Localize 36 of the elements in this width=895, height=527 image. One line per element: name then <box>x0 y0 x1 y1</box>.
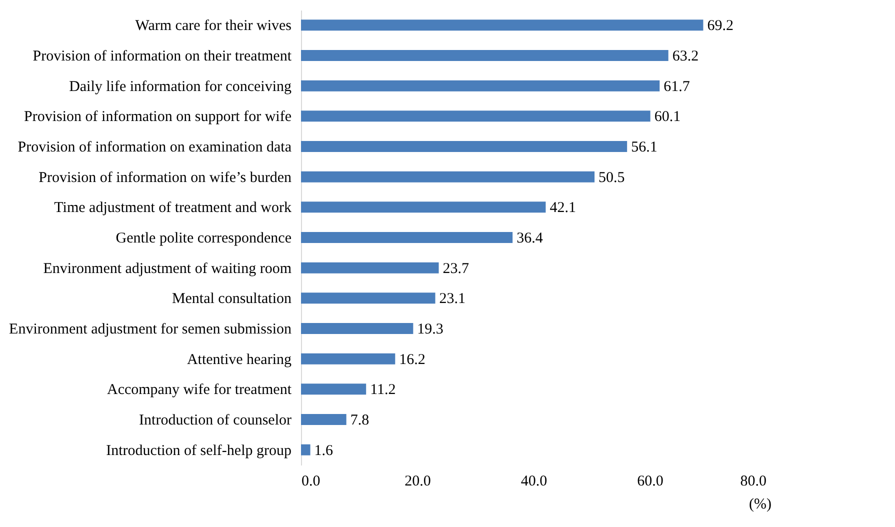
data-label: 16.2 <box>399 352 426 368</box>
data-label: 7.8 <box>350 412 370 428</box>
data-label: 42.1 <box>550 200 576 216</box>
y-tick-label: Provision of information on their treatment <box>32 48 292 64</box>
x-tick-label: 20.0 <box>404 474 431 490</box>
x-tick-label: 80.0 <box>740 474 766 490</box>
y-tick-label: Gentle polite correspondence <box>116 230 292 246</box>
data-label: 61.7 <box>664 78 690 95</box>
data-label: 56.1 <box>631 140 658 156</box>
data-label: 11.2 <box>370 382 396 398</box>
y-tick-label: Environment adjustment for semen submission <box>9 322 292 338</box>
data-label: 63.2 <box>672 48 699 64</box>
y-tick-label: Introduction of self-help group <box>106 442 292 459</box>
y-tick-label: Environment adjustment of waiting room <box>43 260 292 277</box>
data-label: 1.6 <box>314 442 334 459</box>
y-tick-label: Provision of information on examination data <box>18 140 292 156</box>
data-label: 19.3 <box>417 322 444 338</box>
y-tick-label: Mental consultation <box>172 291 292 308</box>
data-label: 23.7 <box>442 260 470 277</box>
y-tick-label: Warm care for their wives <box>135 18 292 34</box>
y-tick-label: Introduction of counselor <box>139 412 292 428</box>
y-tick-label: Provision of information on support for wife <box>24 109 292 126</box>
data-label: 23.1 <box>439 291 466 308</box>
y-tick-label: Attentive hearing <box>186 352 292 368</box>
data-label: 60.1 <box>654 109 681 126</box>
y-tick-label: Time adjustment of treatment and work <box>54 200 292 216</box>
x-tick-label: 60.0 <box>637 474 664 490</box>
x-tick-label: 0.0 <box>302 474 320 490</box>
data-label: 69.2 <box>707 18 734 34</box>
y-tick-label: Provision of information on wife’s burden <box>38 170 292 186</box>
y-tick-label: Daily life information for conceiving <box>69 78 292 95</box>
data-label: 50.5 <box>598 170 625 186</box>
data-label: 36.4 <box>516 230 544 246</box>
y-tick-label: Accompany wife for treatment <box>106 382 292 398</box>
x-axis-title: (%) <box>749 496 772 512</box>
x-tick-label: 40.0 <box>520 474 548 490</box>
